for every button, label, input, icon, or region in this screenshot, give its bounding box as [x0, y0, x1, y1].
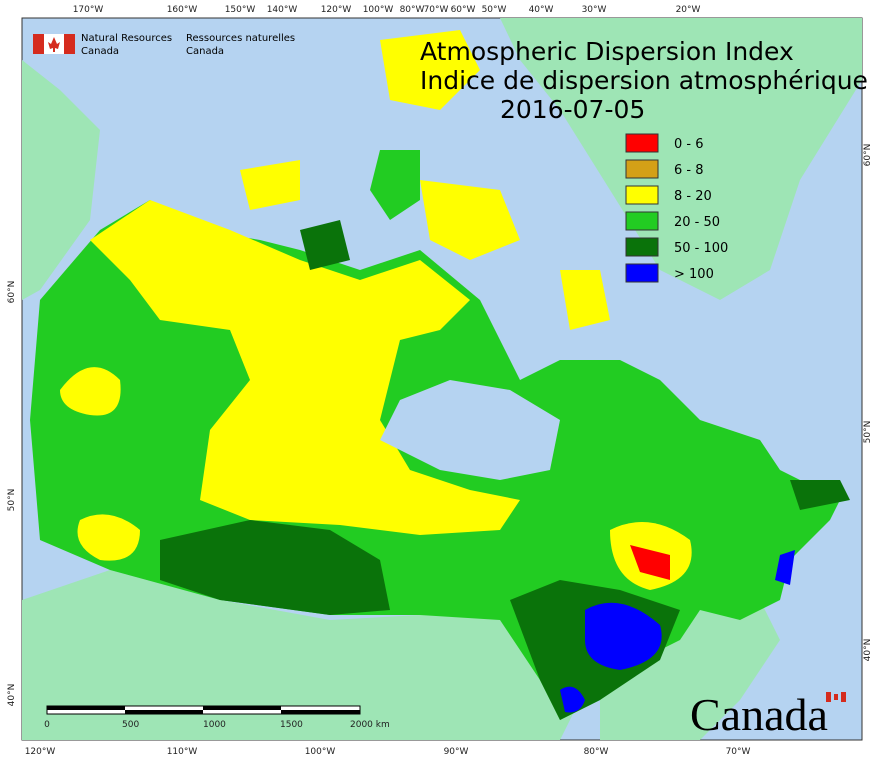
scale-label: 0	[44, 720, 50, 730]
scale-label: 1500	[280, 720, 303, 730]
united-states	[22, 570, 580, 740]
legend-label: 0 - 6	[674, 137, 704, 152]
land-50-100	[160, 520, 390, 615]
longitude-label: 170°W	[73, 5, 104, 15]
longitude-label: 100°W	[363, 5, 394, 15]
land-over-100	[585, 602, 662, 670]
scale-label: 500	[122, 720, 139, 730]
scale-segment	[281, 710, 360, 714]
arctic-island	[420, 180, 520, 260]
newfoundland	[790, 480, 850, 510]
scale-label: 2000 km	[350, 720, 390, 730]
longitude-label: 150°W	[225, 5, 256, 15]
longitude-label: 70°W	[424, 5, 449, 15]
land-8-20	[90, 200, 520, 535]
longitude-label: 30°W	[582, 5, 607, 15]
maple-leaf	[834, 694, 838, 700]
ministry-name-en: Canada	[81, 46, 119, 57]
baffin-land	[560, 270, 610, 330]
latitude-label: 60°N	[7, 281, 17, 304]
longitude-label: 20°W	[676, 5, 701, 15]
legend-swatch	[625, 133, 659, 153]
canada-index	[30, 30, 850, 720]
longitude-label: 40°W	[529, 5, 554, 15]
scale-label: 1000	[203, 720, 226, 730]
latitude-label: 40°N	[863, 639, 873, 662]
legend-swatch	[625, 211, 659, 231]
scale-segment	[47, 706, 125, 710]
longitude-label: 140°W	[267, 5, 298, 15]
ministry-name-fr: Canada	[186, 46, 224, 57]
flag-band	[64, 34, 75, 54]
scale-segment	[125, 710, 203, 714]
ministry-name-en: Natural Resources	[81, 33, 172, 44]
land-50-100	[300, 220, 350, 270]
legend-label: > 100	[674, 267, 714, 282]
latitude-label: 40°N	[7, 684, 17, 707]
canada-wordmark: Canada	[690, 689, 846, 740]
longitude-label: 100°W	[305, 747, 336, 757]
legend: 0 - 6 6 - 8 8 - 20 20 - 50 50 - 100 > 100	[625, 133, 728, 283]
date: 2016-07-05	[500, 95, 645, 124]
latitude-label: 50°N	[7, 489, 17, 512]
arctic-island	[240, 160, 300, 210]
frame-labels: 170°W 160°W 150°W 140°W 120°W 100°W 80°W 70°W 60…	[7, 5, 873, 757]
legend-swatch	[625, 185, 659, 205]
arctic-island	[370, 150, 420, 220]
ministry-logo: Natural Resources Canada Ressources natu…	[33, 33, 295, 57]
longitude-label: 120°W	[25, 747, 56, 757]
longitude-label: 160°W	[167, 5, 198, 15]
legend-label: 6 - 8	[674, 163, 704, 178]
title-en: Atmospheric Dispersion Index	[420, 37, 794, 66]
latitude-label: 50°N	[863, 421, 873, 444]
flag-band	[841, 692, 846, 702]
longitude-label: 90°W	[444, 747, 469, 757]
title-fr: Indice de dispersion atmosphérique	[420, 66, 868, 95]
neighbour-land	[22, 18, 862, 740]
legend-label: 20 - 50	[674, 215, 720, 230]
flag-band	[826, 692, 831, 702]
maple-leaf	[48, 37, 60, 52]
wordmark: Canada	[690, 689, 828, 740]
longitude-label: 120°W	[321, 5, 352, 15]
land-8-20	[60, 367, 121, 416]
legend-swatch	[625, 263, 659, 283]
latitude-label: 60°N	[863, 144, 873, 167]
longitude-label: 80°W	[584, 747, 609, 757]
greenland	[500, 18, 862, 300]
longitude-label: 50°W	[482, 5, 507, 15]
scale-segment	[203, 706, 281, 710]
longitude-label: 70°W	[726, 747, 751, 757]
land-0-6	[630, 545, 670, 580]
land-8-20	[77, 514, 140, 561]
land-over-100	[775, 550, 795, 585]
longitude-label: 80°W	[400, 5, 425, 15]
legend-swatch	[625, 159, 659, 179]
longitude-label: 110°W	[167, 747, 198, 757]
legend-label: 8 - 20	[674, 189, 712, 204]
land-over-100	[560, 686, 585, 713]
legend-swatch	[625, 237, 659, 257]
alaska	[22, 60, 100, 300]
ministry-name-fr: Ressources naturelles	[186, 33, 295, 44]
hudson-bay	[380, 380, 560, 480]
flag-band	[33, 34, 44, 54]
longitude-label: 60°W	[451, 5, 476, 15]
arctic-island	[380, 30, 480, 110]
legend-label: 50 - 100	[674, 241, 728, 256]
scale-bar: 0 500 1000 1500 2000 km	[44, 705, 390, 730]
